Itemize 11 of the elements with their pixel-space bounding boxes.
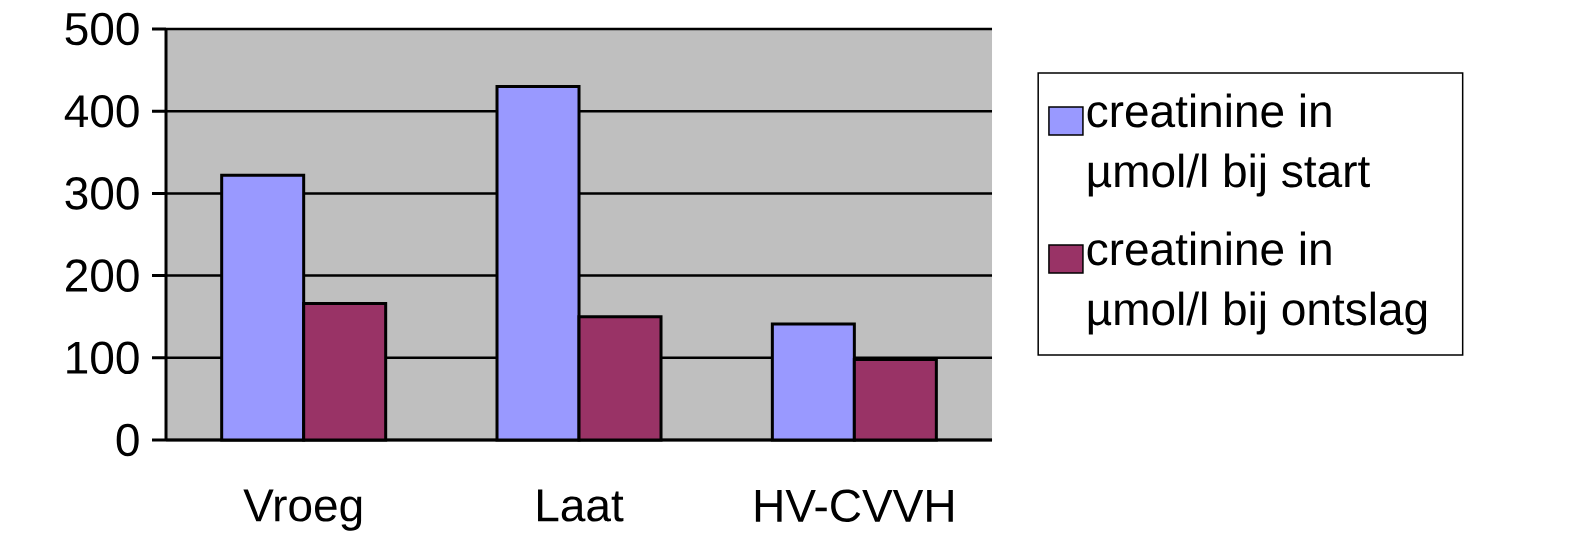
legend-label: creatinine in µmol/l bij start bbox=[1087, 93, 1370, 197]
y-tick-label: 400 bbox=[64, 94, 139, 128]
x-tick-label: Vroeg bbox=[243, 489, 362, 531]
x-tick-label: HV-CVVH bbox=[755, 489, 953, 523]
y-tick-label: 0 bbox=[116, 423, 139, 457]
y-tick-label: 300 bbox=[65, 177, 139, 210]
y-tick-label: 100 bbox=[67, 341, 139, 375]
legend-label: creatinine in µmol/l bij ontslag bbox=[1087, 231, 1427, 335]
y-tick-label: 500 bbox=[65, 12, 139, 46]
x-tick-label: Laat bbox=[538, 489, 624, 522]
y-tick-label: 200 bbox=[66, 259, 139, 292]
